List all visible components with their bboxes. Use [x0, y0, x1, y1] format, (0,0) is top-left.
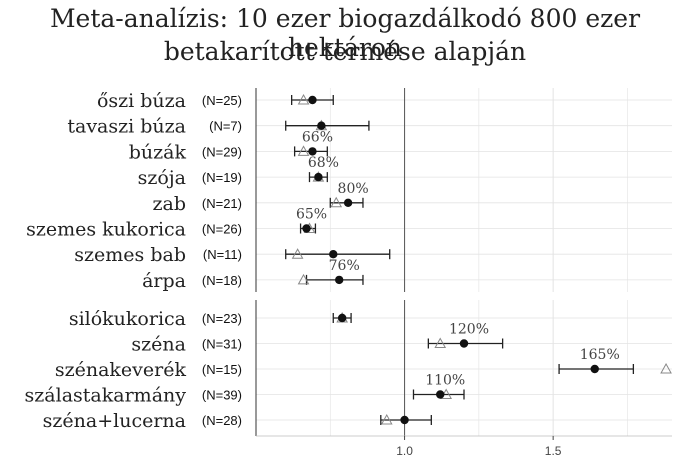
- estimate-point: [314, 172, 323, 182]
- category-label: szemes bab: [74, 244, 186, 266]
- comparison-triangle: [330, 196, 343, 208]
- sample-size-label: (N=21): [202, 196, 242, 211]
- chart-title-line-1: Meta-analízis: 10 ezer biogazdálkodó 800…: [49, 4, 641, 62]
- estimate-point: [308, 147, 317, 156]
- estimate-point: [400, 415, 409, 425]
- percent-label: 65%: [296, 207, 327, 223]
- chart-title-line-2: betakarított termése alapján: [163, 37, 527, 66]
- estimate-point: [436, 390, 445, 399]
- sample-size-label: (N=28): [202, 413, 242, 428]
- estimate-point: [343, 198, 353, 207]
- x-tick-label: 1.0: [396, 444, 413, 458]
- estimate-point: [459, 339, 469, 348]
- category-label: széna: [131, 334, 186, 356]
- estimate-point: [590, 364, 599, 374]
- category-label: szemes kukorica: [26, 219, 186, 241]
- panel-2: [255, 300, 672, 436]
- percent-label: 76%: [329, 258, 360, 274]
- comparison-triangle: [297, 145, 310, 156]
- sample-size-label: (N=26): [202, 222, 242, 237]
- estimate-point: [302, 224, 311, 233]
- category-label: tavaszi búza: [67, 116, 186, 138]
- category-label: őszi búza: [97, 90, 186, 112]
- category-label: szálastakarmány: [25, 385, 187, 407]
- comparison-triangle: [297, 93, 310, 105]
- sample-size-label: (N=15): [202, 362, 242, 377]
- category-label: árpa: [142, 270, 186, 292]
- estimate-point: [317, 121, 326, 130]
- comparison-triangle: [434, 337, 447, 348]
- category-label: silókukorica: [69, 308, 186, 330]
- percent-label: 66%: [302, 129, 333, 145]
- sample-size-label: (N=19): [202, 170, 242, 185]
- comparison-triangle: [660, 362, 672, 374]
- category-label: szénakeverék: [55, 359, 187, 381]
- percent-label: 165%: [580, 347, 620, 363]
- percent-label: 80%: [338, 181, 369, 197]
- sample-size-label: (N=29): [202, 144, 242, 159]
- x-tick-label: 1.5: [545, 444, 562, 458]
- sample-size-label: (N=25): [202, 93, 242, 108]
- percent-label: 120%: [449, 322, 489, 338]
- category-label: zab: [152, 193, 186, 215]
- comparison-triangle: [291, 248, 304, 259]
- estimate-point: [329, 250, 338, 259]
- percent-label: 68%: [308, 155, 339, 171]
- sample-size-label: (N=18): [202, 273, 242, 288]
- estimate-point: [335, 275, 344, 285]
- panel-1: [255, 88, 672, 292]
- estimate-point: [337, 313, 347, 323]
- category-label: szója: [138, 167, 186, 189]
- sample-size-label: (N=39): [202, 388, 242, 403]
- sample-size-label: (N=31): [202, 337, 242, 352]
- sample-size-label: (N=23): [202, 311, 242, 326]
- category-label: búzák: [129, 141, 187, 163]
- comparison-triangle: [297, 273, 310, 285]
- sample-size-label: (N=11): [203, 247, 242, 262]
- estimate-point: [308, 95, 317, 105]
- sample-size-label: (N=7): [209, 119, 242, 134]
- percent-label: 110%: [425, 373, 465, 389]
- comparison-triangle: [380, 413, 393, 425]
- category-label: széna+lucerna: [43, 410, 186, 432]
